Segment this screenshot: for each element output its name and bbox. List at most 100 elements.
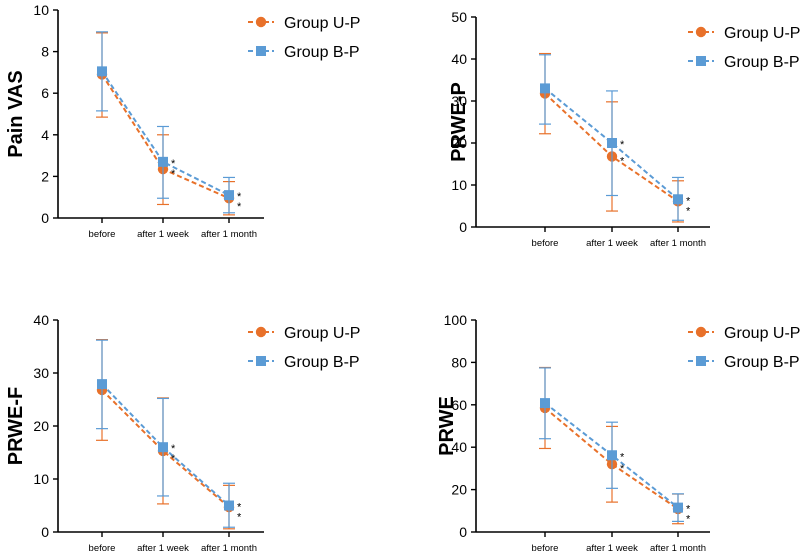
series-group-b-p bbox=[539, 367, 684, 523]
legend-label: Group U-P bbox=[284, 325, 360, 342]
y-tick-label: 2 bbox=[41, 168, 49, 184]
legend: Group U-P Group B-P bbox=[688, 325, 800, 371]
x-tick-label: after 1 month bbox=[201, 543, 257, 553]
significance-star: * bbox=[237, 502, 242, 514]
y-tick-label: 80 bbox=[451, 354, 467, 370]
data-point bbox=[673, 502, 683, 513]
y-tick-label: 0 bbox=[459, 219, 467, 235]
x-tick-label: after 1 week bbox=[586, 543, 638, 553]
legend-marker bbox=[696, 356, 706, 366]
x-tick-label: after 1 month bbox=[201, 229, 257, 240]
legend-label: Group U-P bbox=[284, 15, 360, 32]
y-axis-label: PRWE bbox=[436, 396, 458, 456]
legend-label: Group B-P bbox=[724, 54, 800, 71]
series-group-b-p bbox=[96, 339, 235, 528]
y-tick-label: 20 bbox=[451, 482, 467, 498]
x-tick-label: before bbox=[89, 543, 116, 553]
y-tick-label: 50 bbox=[451, 9, 467, 25]
series-group-b-p bbox=[539, 54, 684, 221]
data-point bbox=[673, 194, 683, 205]
data-point bbox=[607, 138, 617, 148]
significance-star: * bbox=[237, 201, 242, 213]
legend-label: Group U-P bbox=[724, 325, 800, 342]
data-point bbox=[97, 66, 107, 77]
series-line bbox=[101, 383, 230, 507]
y-tick-label: 10 bbox=[33, 2, 49, 18]
significance-star: * bbox=[620, 155, 625, 167]
y-tick-label: 100 bbox=[444, 312, 468, 328]
y-tick-label: 8 bbox=[41, 44, 49, 60]
significance-star: * bbox=[686, 205, 691, 217]
x-tick-label: after 1 week bbox=[137, 229, 189, 240]
legend: Group U-P Group B-P bbox=[248, 325, 360, 371]
y-axis-label: PRWE-P bbox=[448, 82, 470, 162]
chart-panel-2: 0 10 20 30 40 50 before after 1 week after 1 mon… bbox=[448, 9, 800, 249]
series-line bbox=[101, 389, 230, 508]
legend-label: Group B-P bbox=[724, 354, 800, 371]
significance-star: * bbox=[620, 451, 625, 463]
series-line bbox=[544, 407, 679, 510]
y-tick-label: 6 bbox=[41, 85, 49, 101]
x-tick-label: after 1 week bbox=[586, 238, 638, 249]
x-tick-label: after 1 month bbox=[650, 238, 706, 249]
legend-marker bbox=[256, 356, 266, 366]
significance-star: * bbox=[171, 158, 176, 170]
series-line bbox=[544, 87, 679, 201]
significance-star: * bbox=[686, 504, 691, 516]
legend: Group U-P Group B-P bbox=[688, 25, 800, 71]
legend-marker bbox=[695, 26, 707, 38]
legend-label: Group U-P bbox=[724, 25, 800, 42]
significance-star: * bbox=[171, 453, 176, 465]
series-group-u-p bbox=[96, 339, 235, 530]
y-tick-label: 30 bbox=[33, 365, 49, 381]
legend-label: Group B-P bbox=[284, 44, 360, 61]
y-axis-label: PRWE-F bbox=[5, 387, 27, 466]
data-point bbox=[97, 379, 107, 390]
y-tick-label: 30 bbox=[451, 93, 467, 109]
data-point bbox=[158, 156, 168, 167]
data-point bbox=[540, 83, 550, 94]
y-tick-label: 10 bbox=[33, 471, 49, 487]
legend-marker bbox=[695, 326, 707, 338]
y-tick-label: 0 bbox=[459, 524, 467, 540]
significance-star: * bbox=[171, 443, 176, 455]
y-tick-label: 40 bbox=[451, 51, 467, 67]
data-point bbox=[224, 190, 234, 201]
data-point bbox=[607, 450, 617, 461]
x-tick-label: before bbox=[89, 229, 116, 240]
series-line bbox=[101, 70, 230, 197]
y-tick-label: 20 bbox=[33, 418, 49, 434]
significance-star: * bbox=[686, 195, 691, 207]
significance-star: * bbox=[620, 463, 625, 475]
data-point bbox=[224, 500, 234, 511]
series-group-b-p bbox=[96, 31, 235, 214]
chart-panel-1: 0 2 4 6 8 10 before after 1 week after 1 month Pa… bbox=[5, 2, 360, 240]
data-point bbox=[540, 398, 550, 409]
legend-label: Group B-P bbox=[284, 354, 360, 371]
x-tick-label: before bbox=[532, 543, 559, 553]
significance-star: * bbox=[171, 168, 176, 180]
x-tick-label: before bbox=[532, 238, 559, 249]
x-tick-label: after 1 week bbox=[137, 543, 189, 553]
legend-marker bbox=[696, 56, 706, 66]
x-tick-label: after 1 month bbox=[650, 543, 706, 553]
y-tick-label: 10 bbox=[451, 177, 467, 193]
significance-star: * bbox=[237, 191, 242, 203]
data-point bbox=[158, 442, 168, 453]
chart-panel-3: 0 10 20 30 40 before after 1 week after 1 month… bbox=[5, 312, 360, 553]
significance-star: * bbox=[686, 514, 691, 526]
series-line bbox=[101, 73, 230, 200]
legend-marker bbox=[255, 16, 267, 28]
significance-star: * bbox=[620, 139, 625, 151]
y-tick-label: 0 bbox=[41, 210, 49, 226]
y-tick-label: 20 bbox=[451, 135, 467, 151]
series-group-u-p bbox=[96, 32, 235, 216]
legend-marker bbox=[255, 326, 267, 338]
legend-marker bbox=[256, 46, 266, 56]
y-axis-label: Pain VAS bbox=[5, 70, 27, 157]
y-tick-label: 4 bbox=[41, 127, 49, 143]
y-tick-label: 40 bbox=[33, 312, 49, 328]
y-tick-label: 0 bbox=[41, 524, 49, 540]
significance-star: * bbox=[237, 512, 242, 524]
